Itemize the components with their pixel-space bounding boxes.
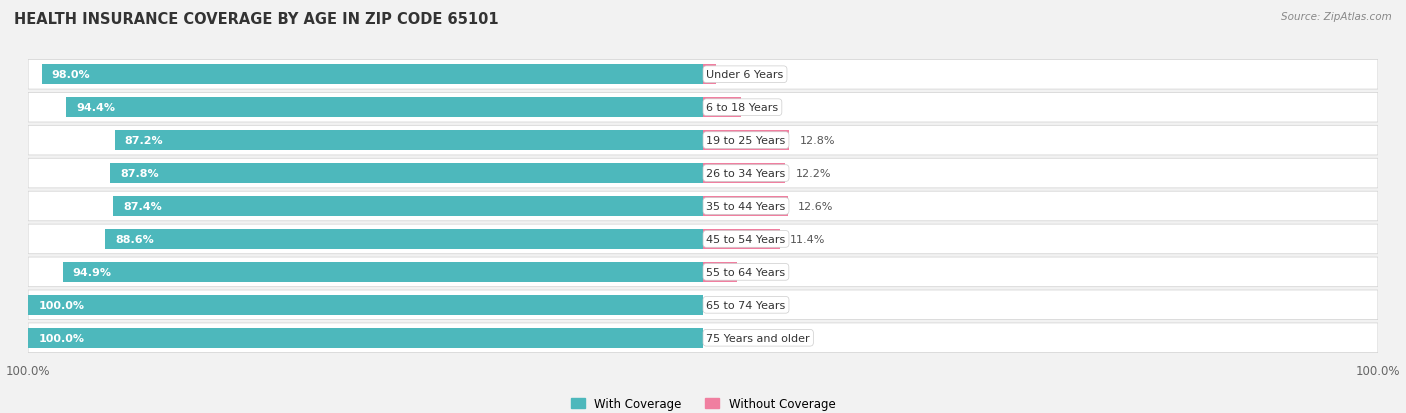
Text: 55 to 64 Years: 55 to 64 Years [706, 267, 786, 277]
Bar [703, 98, 741, 118]
Text: 98.0%: 98.0% [52, 70, 90, 80]
Text: 100.0%: 100.0% [38, 300, 84, 310]
Text: 87.4%: 87.4% [124, 202, 162, 211]
Text: 94.9%: 94.9% [73, 267, 111, 277]
Bar [703, 230, 780, 249]
Text: 0.0%: 0.0% [713, 300, 741, 310]
Bar [703, 164, 786, 183]
Bar [111, 164, 703, 183]
Text: Under 6 Years: Under 6 Years [706, 70, 783, 80]
Text: 65 to 74 Years: 65 to 74 Years [706, 300, 786, 310]
Bar [114, 131, 703, 151]
Text: 100.0%: 100.0% [38, 333, 84, 343]
Bar [703, 65, 717, 85]
Text: 75 Years and older: 75 Years and older [706, 333, 810, 343]
Bar [112, 197, 703, 216]
FancyBboxPatch shape [28, 290, 1378, 320]
FancyBboxPatch shape [28, 159, 1378, 188]
Text: 5.6%: 5.6% [751, 103, 779, 113]
Text: 6 to 18 Years: 6 to 18 Years [706, 103, 779, 113]
Legend: With Coverage, Without Coverage: With Coverage, Without Coverage [565, 392, 841, 413]
Bar [42, 65, 703, 85]
Text: 94.4%: 94.4% [76, 103, 115, 113]
FancyBboxPatch shape [28, 126, 1378, 156]
Text: Source: ZipAtlas.com: Source: ZipAtlas.com [1281, 12, 1392, 22]
Text: 87.2%: 87.2% [125, 136, 163, 146]
Text: 12.2%: 12.2% [796, 169, 831, 179]
Text: 19 to 25 Years: 19 to 25 Years [706, 136, 786, 146]
Text: 2.0%: 2.0% [727, 70, 755, 80]
Bar [28, 295, 703, 315]
Bar [105, 230, 703, 249]
FancyBboxPatch shape [28, 60, 1378, 90]
Text: 26 to 34 Years: 26 to 34 Years [706, 169, 786, 179]
Text: 11.4%: 11.4% [790, 234, 825, 244]
Text: 5.1%: 5.1% [748, 267, 776, 277]
FancyBboxPatch shape [28, 192, 1378, 221]
Text: 12.8%: 12.8% [800, 136, 835, 146]
Bar [62, 262, 703, 282]
Bar [28, 328, 703, 348]
Bar [703, 197, 787, 216]
Text: 35 to 44 Years: 35 to 44 Years [706, 202, 786, 211]
Bar [703, 131, 789, 151]
FancyBboxPatch shape [28, 225, 1378, 254]
Text: 88.6%: 88.6% [115, 234, 153, 244]
Text: HEALTH INSURANCE COVERAGE BY AGE IN ZIP CODE 65101: HEALTH INSURANCE COVERAGE BY AGE IN ZIP … [14, 12, 499, 27]
Bar [703, 262, 737, 282]
FancyBboxPatch shape [28, 257, 1378, 287]
FancyBboxPatch shape [28, 93, 1378, 123]
Text: 87.8%: 87.8% [121, 169, 159, 179]
Bar [66, 98, 703, 118]
Text: 12.6%: 12.6% [799, 202, 834, 211]
Text: 45 to 54 Years: 45 to 54 Years [706, 234, 786, 244]
FancyBboxPatch shape [28, 323, 1378, 353]
Text: 0.0%: 0.0% [713, 333, 741, 343]
